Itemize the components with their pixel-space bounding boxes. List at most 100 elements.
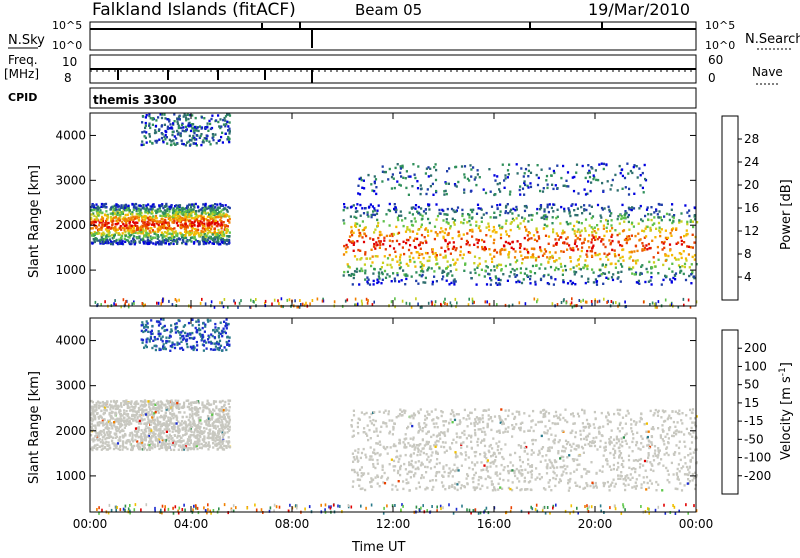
scatter-cell: [513, 273, 515, 275]
scatter-cell: [191, 236, 193, 238]
scatter-cell: [95, 226, 97, 228]
scatter-cell: [228, 242, 230, 244]
scatter-cell: [441, 278, 443, 280]
scatter-cell: [152, 242, 154, 244]
scatter-cell: [615, 263, 617, 265]
scatter-cell: [573, 225, 575, 227]
scatter-cell: [114, 419, 116, 421]
scatter-cell: [517, 172, 519, 174]
scatter-cell: [535, 257, 537, 259]
scatter-cell: [188, 220, 190, 222]
scatter-cell: [477, 169, 479, 171]
scatter-cell: [400, 254, 402, 256]
scatter-cell: [376, 213, 378, 215]
scatter-cell: [503, 245, 505, 247]
scatter-cell: [441, 209, 443, 211]
scatter-cell: [618, 241, 620, 243]
scatter-cell: [469, 229, 471, 231]
scatter-cell: [217, 121, 219, 123]
scatter-cell: [142, 204, 144, 206]
scatter-cell: [424, 281, 426, 283]
scatter-cell: [382, 273, 384, 275]
scatter-cell: [400, 262, 402, 264]
scatter-cell: [581, 246, 583, 248]
scatter-cell: [470, 224, 472, 226]
scatter-cell: [152, 432, 154, 434]
scatter-cell: [595, 236, 597, 238]
scatter-cell: [470, 272, 472, 274]
scatter-cell: [202, 439, 204, 441]
scatter-cell: [442, 275, 444, 277]
scatter-cell: [429, 222, 431, 224]
scatter-cell: [228, 440, 230, 442]
scatter-cell: [172, 240, 174, 242]
scatter-cell: [573, 209, 575, 211]
scatter-cell: [690, 282, 692, 284]
scatter-cell: [617, 189, 619, 191]
scatter-cell: [228, 132, 230, 134]
scatter-cell: [148, 430, 150, 432]
scatter-cell: [373, 243, 375, 245]
scatter-cell: [151, 435, 153, 437]
scatter-cell: [125, 446, 127, 448]
scatter-cell: [500, 279, 502, 281]
scatter-cell: [579, 234, 581, 236]
scatter-cell: [476, 213, 478, 215]
scatter-cell: [152, 406, 154, 408]
scatter-cell: [521, 262, 523, 264]
scatter-cell: [557, 209, 559, 211]
scatter-cell: [220, 125, 222, 127]
scatter-cell: [138, 411, 140, 413]
scatter-cell: [198, 223, 200, 225]
scatter-cell: [200, 302, 202, 305]
scatter-cell: [376, 279, 378, 281]
scatter-cell: [601, 182, 603, 184]
scatter-cell: [158, 240, 160, 242]
scatter-cell: [278, 302, 280, 305]
scatter-cell: [166, 400, 168, 402]
scatter-cell: [507, 176, 509, 178]
scatter-cell: [161, 124, 163, 126]
scatter-cell: [394, 297, 396, 300]
scatter-cell: [536, 212, 538, 214]
scatter-cell: [493, 242, 495, 244]
scatter-cell: [91, 242, 93, 244]
scatter-cell: [440, 303, 442, 306]
scatter-cell: [449, 241, 451, 243]
scatter-cell: [587, 281, 589, 283]
scatter-cell: [111, 224, 113, 226]
scatter-cell: [155, 436, 157, 438]
scatter-cell: [555, 184, 557, 186]
scatter-cell: [544, 267, 546, 269]
scatter-cell: [123, 298, 125, 301]
scatter-cell: [173, 207, 175, 209]
scatter-cell: [560, 206, 562, 208]
scatter-cell: [384, 255, 386, 257]
scatter-cell: [185, 424, 187, 426]
scatter-cell: [628, 188, 630, 190]
scatter-cell: [106, 242, 108, 244]
scatter-cell: [575, 235, 577, 237]
scatter-cell: [489, 253, 491, 255]
scatter-cell: [158, 221, 160, 223]
scatter-cell: [229, 121, 231, 123]
scatter-cell: [532, 253, 534, 255]
scatter-cell: [179, 429, 181, 431]
scatter-cell: [121, 227, 123, 229]
scatter-cell: [469, 164, 471, 166]
scatter-cell: [176, 211, 178, 213]
cpid-label: CPID: [8, 91, 37, 104]
scatter-cell: [151, 211, 153, 213]
scatter-cell: [527, 175, 529, 177]
scatter-cell: [138, 235, 140, 237]
scatter-cell: [603, 298, 605, 301]
scatter-cell: [223, 242, 225, 244]
scatter-cell: [210, 432, 212, 434]
scatter-cell: [214, 212, 216, 214]
scatter-cell: [591, 234, 593, 236]
scatter-cell: [601, 238, 603, 240]
scatter-cell: [511, 212, 513, 214]
scatter-cell: [160, 221, 162, 223]
scatter-cell: [136, 216, 138, 218]
scatter-cell: [620, 280, 622, 282]
